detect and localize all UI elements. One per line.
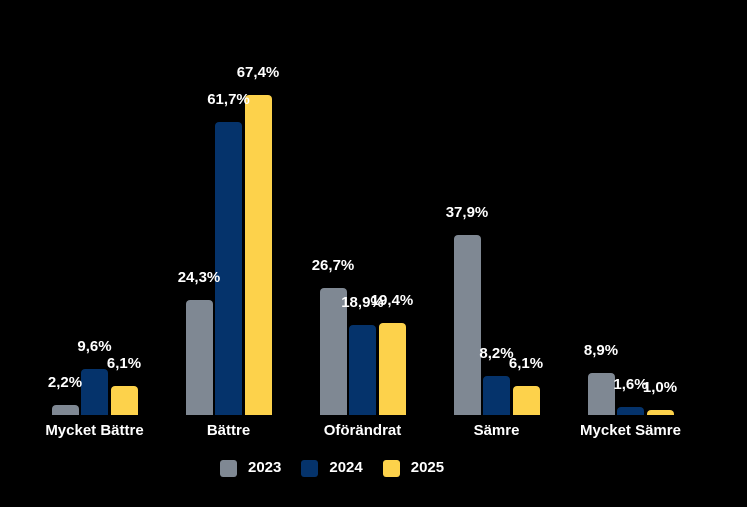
bar-2025-s-mre [512, 386, 540, 415]
bar-2024-b-ttre [215, 121, 242, 415]
legend-label-2024: 2024 [329, 459, 363, 476]
bar-2023-of-r-ndrat [319, 288, 347, 415]
category-label-of-r-ndrat: Oförändrat [323, 422, 402, 439]
value-label-2023-of-r-ndrat: 26,7% [311, 257, 355, 275]
legend-item-2025: 2025 [382, 459, 445, 477]
value-label-2023-mycket-s-mre: 8,9% [583, 341, 619, 359]
value-label-2024-of-r-ndrat: 18,9% [341, 294, 384, 312]
legend-swatch-2024 [301, 459, 319, 477]
value-label-2024-s-mre: 8,2% [479, 345, 514, 363]
category-label-b-ttre: Bättre [206, 422, 251, 439]
chart-legend: 2023 2024 2025 [220, 459, 444, 477]
category-label-s-mre: Sämre [473, 422, 520, 439]
bar-2024-of-r-ndrat [349, 325, 376, 415]
legend-label-2023: 2023 [248, 459, 282, 476]
value-label-2023-b-ttre: 24,3% [177, 268, 221, 286]
legend-item-2024: 2024 [301, 459, 363, 477]
bar-2024-s-mre [483, 376, 510, 415]
bar-2023-s-mre [453, 235, 481, 415]
bar-2025-mycket-s-mre [646, 410, 674, 415]
value-label-2024-b-ttre: 61,7% [207, 90, 250, 108]
bar-2025-mycket-b-ttre [110, 386, 138, 415]
legend-item-2023: 2023 [220, 459, 281, 477]
value-label-2023-mycket-b-ttre: 2,2% [47, 373, 83, 391]
bar-2024-mycket-b-ttre [81, 369, 108, 415]
bar-2024-mycket-s-mre [617, 407, 644, 415]
value-label-2025-b-ttre: 67,4% [236, 63, 280, 81]
value-label-2025-s-mre: 6,1% [508, 355, 544, 372]
bar-2023-b-ttre [185, 299, 213, 415]
bar-2023-mycket-b-ttre [51, 404, 79, 415]
bar-2025-of-r-ndrat [378, 322, 406, 415]
value-label-2025-of-r-ndrat: 19,4% [370, 291, 414, 309]
value-label-2023-s-mre: 37,9% [445, 204, 489, 221]
value-label-2024-mycket-b-ttre: 9,6% [77, 338, 112, 356]
category-label-mycket-s-mre: Mycket Sämre [580, 422, 681, 439]
bar-2025-b-ttre [244, 94, 272, 415]
legend-swatch-2023 [220, 459, 237, 477]
legend-swatch-2025 [382, 459, 400, 477]
value-label-2025-mycket-b-ttre: 6,1% [106, 355, 142, 372]
value-label-2024-mycket-s-mre: 1,6% [613, 376, 648, 394]
legend-label-2025: 2025 [410, 459, 445, 476]
category-label-mycket-b-ttre: Mycket Bättre [45, 422, 144, 439]
value-label-2025-mycket-s-mre: 1,0% [642, 379, 678, 397]
bar-2023-mycket-s-mre [587, 372, 615, 415]
